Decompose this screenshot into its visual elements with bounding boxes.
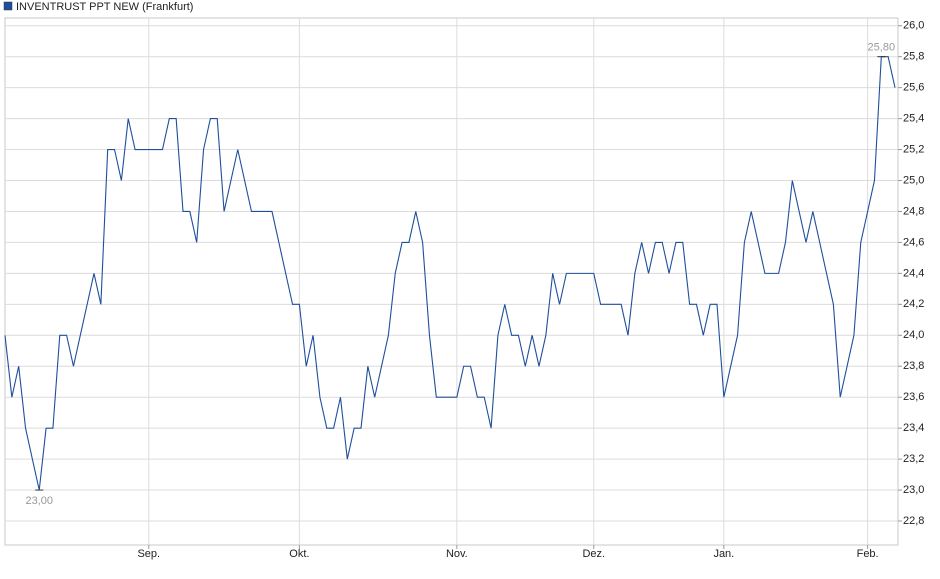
y-tick-label: 24,8 [903,205,924,217]
y-tick-label: 25,2 [903,143,924,155]
y-tick-label: 26,0 [903,20,924,32]
y-tick-label: 25,0 [903,174,924,186]
y-tick-label: 24,0 [903,329,924,341]
y-tick-label: 25,4 [903,113,924,125]
value-label: 25,80 [868,42,896,54]
x-tick-label: Feb. [857,548,879,560]
y-tick-label: 23,0 [903,484,924,496]
x-tick-label: Sep. [137,548,160,560]
x-tick-label: Nov. [446,548,468,560]
value-label: 23,00 [25,495,53,507]
y-tick-label: 24,4 [903,267,924,279]
line [4,56,896,491]
x-tick-label: Dez. [582,548,605,560]
y-tick-label: 24,6 [903,236,924,248]
y-tick-label: 24,2 [903,298,924,310]
y-tick-label: 23,6 [903,391,924,403]
y-tick-label: 23,4 [903,422,924,434]
x-tick-label: Jan. [713,548,734,560]
y-tick-label: 25,6 [903,82,924,94]
y-tick-label: 25,8 [903,51,924,63]
legend-swatch [3,1,13,11]
y-tick-label: 22,8 [903,515,924,527]
y-tick-label: 23,8 [903,360,924,372]
x-tick-label: Okt. [289,548,309,560]
plot-area [4,17,899,546]
legend-label: INVENTRUST PPT NEW (Frankfurt) [16,1,193,13]
y-tick-label: 23,2 [903,453,924,465]
